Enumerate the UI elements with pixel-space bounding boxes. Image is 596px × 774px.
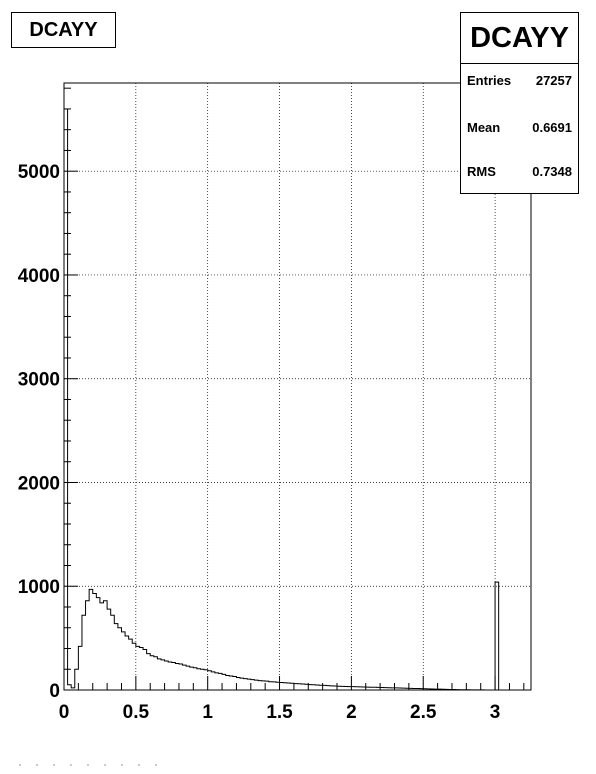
- stats-mean-row: Mean 0.6691: [467, 120, 572, 135]
- y-tick-label: 4000: [18, 266, 60, 287]
- x-tick-label: 2.5: [410, 702, 437, 723]
- x-tick-label: 1: [202, 702, 213, 723]
- stats-entries-value: 27257: [535, 73, 572, 88]
- stats-entries-row: Entries 27257: [467, 73, 572, 88]
- stats-mean-value: 0.6691: [532, 120, 572, 135]
- stats-entries-label: Entries: [467, 73, 512, 88]
- y-tick-label: 3000: [18, 370, 60, 391]
- x-tick-label: 2: [346, 702, 357, 723]
- stats-rms-row: RMS 0.7348: [467, 164, 572, 179]
- x-tick-label: 1.5: [266, 702, 293, 723]
- grid-lines: [64, 83, 531, 690]
- statistics-box: DCAYY Entries 27257 Mean 0.6691 RMS 0.73…: [460, 12, 579, 194]
- histogram-title: DCAYY: [11, 12, 116, 48]
- y-tick-label: 0: [49, 681, 60, 702]
- y-axis: 0 1000 2000 3000 4000 5000: [18, 87, 78, 702]
- stats-rms-label: RMS: [467, 164, 496, 179]
- footer-dots: [19, 764, 157, 766]
- stats-title: DCAYY: [461, 13, 578, 64]
- x-tick-label: 3: [490, 702, 501, 723]
- histogram-outline: [63, 108, 531, 691]
- y-tick-label: 2000: [18, 473, 60, 494]
- x-tick-label: 0.5: [123, 702, 150, 723]
- x-tick-label: 0: [59, 702, 70, 723]
- y-tick-label: 5000: [18, 162, 60, 183]
- stats-mean-label: Mean: [467, 120, 501, 135]
- stats-rms-value: 0.7348: [532, 164, 572, 179]
- x-axis: 0 0.5 1 1.5 2 2.5 3: [59, 676, 525, 723]
- y-tick-label: 1000: [18, 577, 60, 598]
